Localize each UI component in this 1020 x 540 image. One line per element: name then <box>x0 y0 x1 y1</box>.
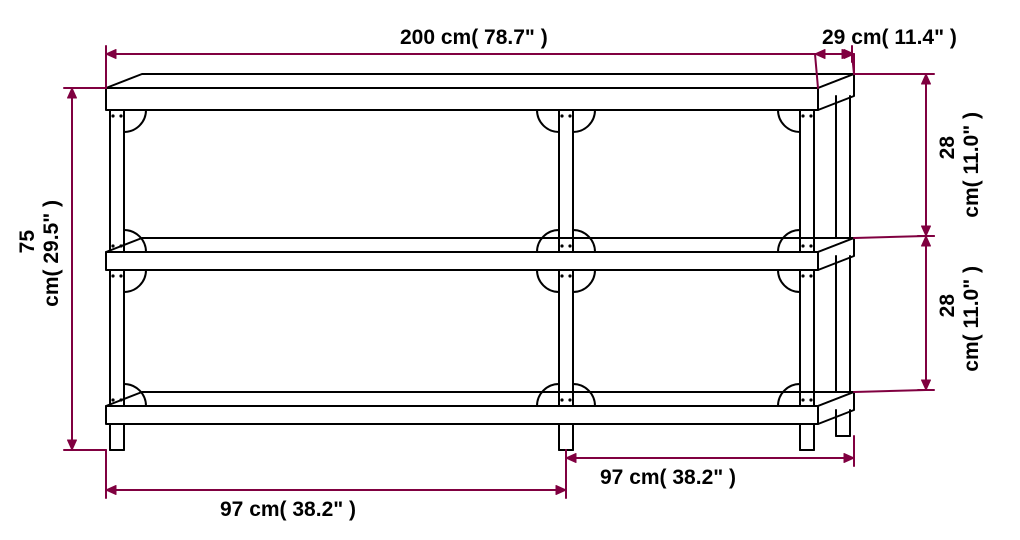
label-tier1-unit: cm( 11.0" ) <box>960 112 984 218</box>
diagram-svg <box>0 0 1020 540</box>
label-bay-right: 97 cm( 38.2" ) <box>600 466 736 490</box>
label-width-total: 200 cm( 78.7" ) <box>400 26 548 50</box>
label-height-cm: 75 <box>16 230 40 253</box>
label-height-unit: cm( 29.5" ) <box>40 200 64 307</box>
label-depth: 29 cm( 11.4" ) <box>822 26 957 50</box>
label-bay-left: 97 cm( 38.2" ) <box>220 498 356 522</box>
drawing-container: { "stroke": "#000000", "dim_stroke": "#8… <box>0 0 1020 540</box>
label-tier2-unit: cm( 11.0" ) <box>960 266 984 372</box>
label-tier2-cm: 28 <box>936 294 960 317</box>
label-tier1-cm: 28 <box>936 136 960 159</box>
